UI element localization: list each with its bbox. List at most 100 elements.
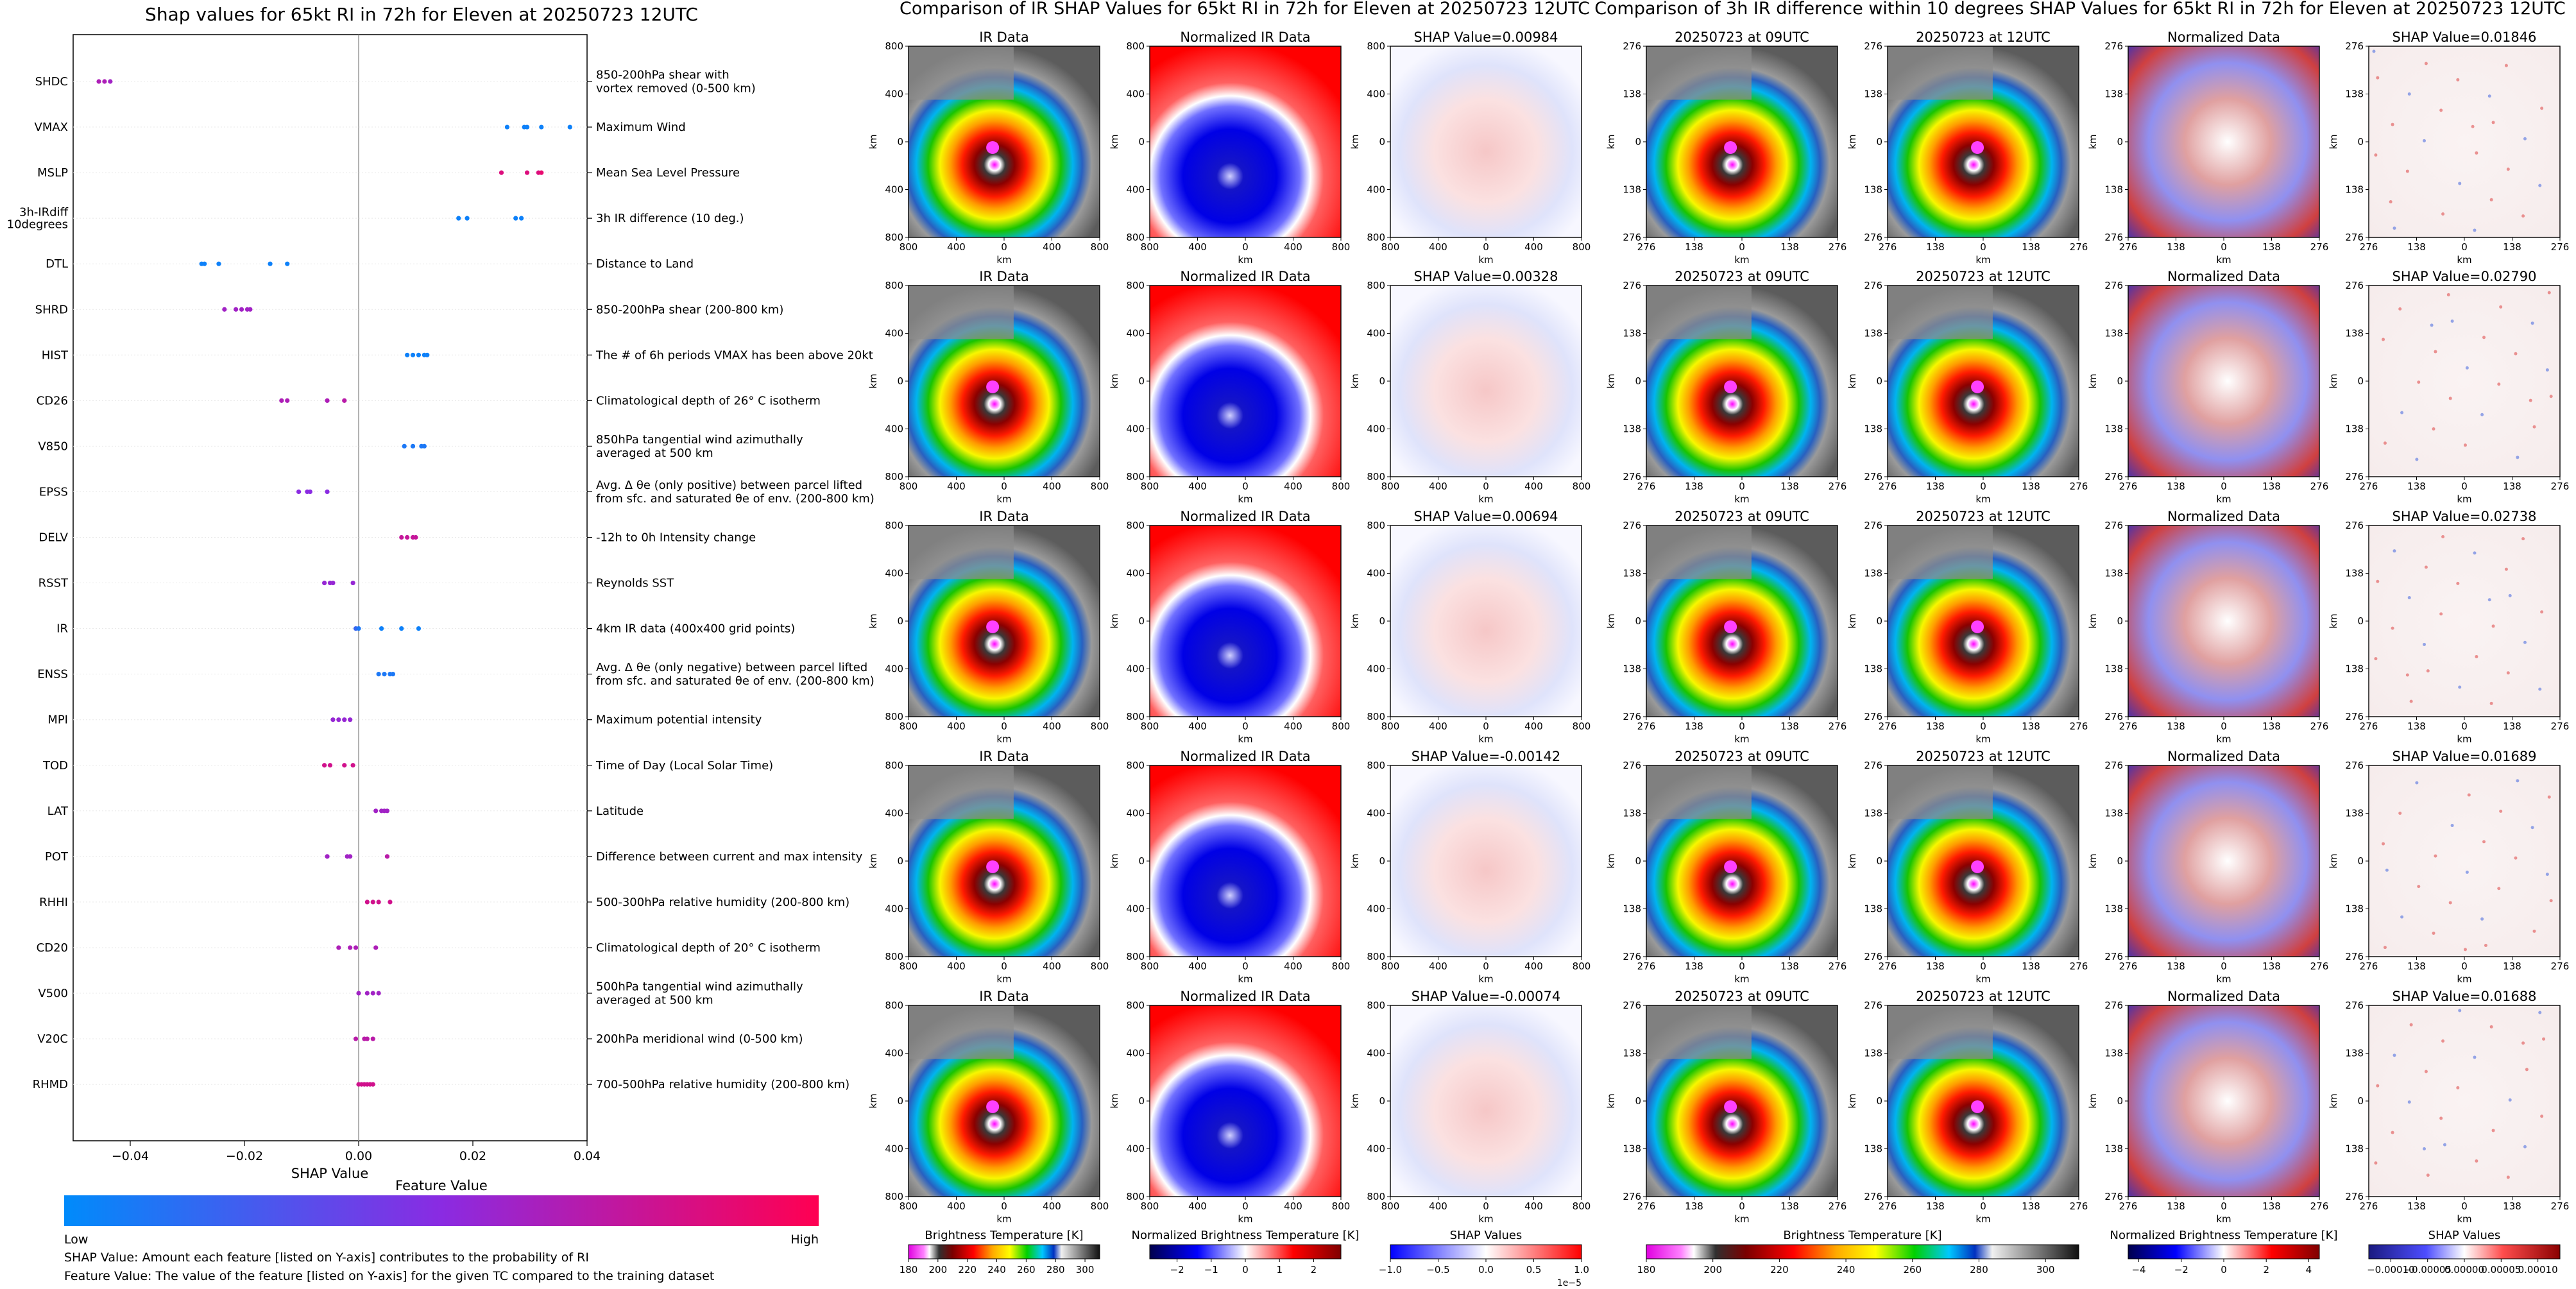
shap-point <box>402 443 407 449</box>
shap-speckle <box>2471 124 2475 128</box>
feature-description: -12h to 0h Intensity change <box>596 531 756 545</box>
y-axis-label: km <box>1847 1093 1858 1108</box>
y-tick-label: 400 <box>885 89 903 100</box>
panel-title: Normalized Data <box>2167 30 2280 45</box>
feature-description: vortex removed (0-500 km) <box>596 82 756 96</box>
shap-speckle <box>2549 395 2553 398</box>
x-axis-label: km <box>1238 254 1252 266</box>
shap-speckle <box>2480 413 2484 416</box>
panel-title: Normalized Data <box>2167 509 2280 524</box>
panel-title: IR Data <box>979 989 1029 1004</box>
shap-speckle <box>2383 441 2387 445</box>
y-tick-label: 800 <box>885 1191 903 1202</box>
x-tick-label: 138 <box>2262 1200 2281 1212</box>
image-panel: Normalized IR Data8008004004000040040080… <box>1109 509 1350 745</box>
x-tick-label: 800 <box>900 241 918 253</box>
panel-title: 20250723 at 12UTC <box>1916 749 2051 764</box>
shap-point <box>325 398 330 403</box>
shap-point <box>307 489 312 495</box>
x-tick-label: 0.04 <box>574 1149 601 1163</box>
y-tick-label: 400 <box>885 1143 903 1155</box>
ir-diff-comparison-panels: 20250723 at 09UTC 276 276 138 138 0 0 138 138 276… <box>1605 30 2569 1276</box>
x-tick-label: 276 <box>2310 721 2329 732</box>
shap-speckle <box>2441 535 2445 539</box>
feature-label: SHRD <box>35 303 68 316</box>
colorbar-gradient <box>64 1195 819 1226</box>
x-tick-label: 138 <box>2503 481 2521 492</box>
shap-speckle <box>2426 1174 2430 1177</box>
panel-title: 20250723 at 09UTC <box>1675 509 1809 524</box>
y-tick-label: 800 <box>1367 520 1385 531</box>
colorbar-tick-label: 2 <box>2263 1264 2269 1276</box>
y-axis-label: km <box>2087 853 2099 868</box>
shap-speckle <box>2506 1175 2510 1179</box>
y-tick-label: 276 <box>1864 1000 1882 1011</box>
shap-speckle <box>2523 1145 2527 1148</box>
x-tick-label: 0 <box>2461 481 2468 492</box>
y-tick-label: 400 <box>1367 663 1385 675</box>
colorbar-tick-label: 240 <box>987 1264 1006 1276</box>
y-axis-label: km <box>1349 613 1361 628</box>
shap-point <box>96 79 101 84</box>
y-tick-label: 138 <box>1623 423 1641 435</box>
shap-point <box>102 79 107 84</box>
shap-point <box>330 580 336 586</box>
image-panel: 20250723 at 12UTC27627613813800138138276… <box>1847 509 2088 745</box>
shap-speckle <box>2441 1039 2445 1043</box>
y-axis-label: km <box>2328 373 2339 388</box>
y-tick-label: 276 <box>1864 520 1882 531</box>
panel-title: IR Data <box>979 30 1029 45</box>
x-tick-label: 276 <box>1637 960 1656 972</box>
y-tick-label: 0 <box>1138 1095 1145 1107</box>
y-tick-label: 138 <box>1864 89 1882 100</box>
image-panel: 20250723 at 12UTC27627613813800138138276… <box>1847 30 2088 266</box>
panel-cloud-shade <box>1888 765 1993 819</box>
image-panel: SHAP Value=-0.00074800800400400004004008… <box>1349 989 1591 1225</box>
y-tick-label: 276 <box>1623 711 1641 722</box>
shap-speckle <box>2389 200 2393 203</box>
y-tick-label: 0 <box>897 615 903 627</box>
shap-speckle <box>2422 642 2426 646</box>
x-tick-label: 400 <box>947 960 966 972</box>
colorbar-exponent: 1e−5 <box>1557 1278 1582 1288</box>
y-tick-label: 800 <box>1126 520 1145 531</box>
y-tick-label: 0 <box>1876 615 1882 627</box>
shap-speckle <box>2441 212 2445 216</box>
y-tick-label: 276 <box>2345 951 2364 962</box>
shap-point <box>390 672 396 677</box>
shap-speckle <box>2521 1041 2525 1045</box>
y-tick-label: 138 <box>1623 184 1641 196</box>
x-tick-label: 800 <box>1332 481 1351 492</box>
shap-speckle <box>2497 382 2501 386</box>
panel-image <box>2128 765 2319 957</box>
shap-point <box>268 261 273 266</box>
x-tick-label: 276 <box>2360 721 2378 732</box>
y-tick-label: 0 <box>2357 615 2364 627</box>
x-tick-label: 138 <box>1685 241 1703 253</box>
shap-point <box>370 900 375 905</box>
y-tick-label: 0 <box>2357 136 2364 148</box>
shap-speckle <box>2473 228 2477 232</box>
shap-point <box>370 1082 375 1087</box>
x-tick-label: 276 <box>2360 481 2378 492</box>
x-axis-label: km <box>2216 1213 2231 1225</box>
panel-title: SHAP Value=0.00328 <box>1414 269 1558 284</box>
x-axis-label: km <box>1975 1213 1990 1225</box>
x-tick-label: 0 <box>2461 1200 2468 1212</box>
shap-point <box>325 489 330 495</box>
x-tick-label: 138 <box>2407 481 2426 492</box>
y-tick-label: 138 <box>2104 89 2123 100</box>
panel-cloud-shade <box>1646 286 1752 339</box>
y-axis-label: km <box>1349 853 1361 868</box>
feature-description: 500hPa tangential wind azimuthally <box>596 980 803 994</box>
y-axis-label: km <box>2328 1093 2339 1108</box>
panel-image <box>2369 525 2560 717</box>
eye-marker <box>986 141 1000 154</box>
x-axis-label: km <box>2457 493 2471 505</box>
image-panel: Normalized Data2762761381380013813827627… <box>2087 269 2328 505</box>
shap-speckle <box>2393 549 2396 553</box>
x-tick-label: 276 <box>1829 1200 1847 1212</box>
panel-cloud-shade <box>1646 46 1752 100</box>
image-panel: 20250723 at 12UTC27627613813800138138276… <box>1847 749 2088 985</box>
panel-title: 20250723 at 09UTC <box>1675 989 1809 1004</box>
